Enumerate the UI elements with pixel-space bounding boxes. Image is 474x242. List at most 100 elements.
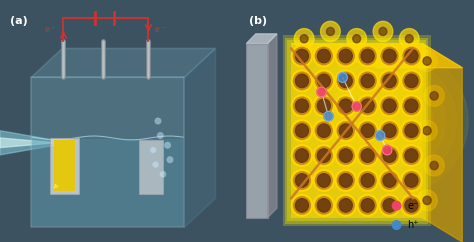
- Circle shape: [381, 147, 398, 164]
- Circle shape: [381, 172, 398, 189]
- Circle shape: [357, 120, 378, 142]
- Circle shape: [379, 95, 400, 117]
- Circle shape: [293, 72, 310, 90]
- Circle shape: [379, 120, 400, 142]
- Polygon shape: [267, 34, 277, 218]
- Circle shape: [379, 194, 400, 216]
- Circle shape: [403, 72, 420, 90]
- Circle shape: [315, 47, 332, 65]
- Circle shape: [337, 47, 354, 65]
- Circle shape: [405, 124, 418, 137]
- Circle shape: [383, 199, 396, 212]
- Circle shape: [324, 111, 333, 121]
- Circle shape: [337, 172, 354, 189]
- Circle shape: [339, 99, 352, 113]
- Circle shape: [352, 102, 361, 111]
- Circle shape: [337, 197, 354, 214]
- Circle shape: [295, 149, 309, 162]
- Circle shape: [295, 49, 309, 63]
- Polygon shape: [31, 48, 215, 77]
- Circle shape: [315, 97, 332, 115]
- Circle shape: [317, 199, 330, 212]
- Ellipse shape: [304, 54, 456, 188]
- Circle shape: [379, 70, 400, 92]
- Circle shape: [403, 172, 420, 189]
- Circle shape: [383, 145, 392, 155]
- Circle shape: [317, 49, 330, 63]
- Circle shape: [357, 95, 378, 117]
- Circle shape: [405, 149, 418, 162]
- Circle shape: [339, 199, 352, 212]
- Circle shape: [320, 21, 340, 42]
- Circle shape: [357, 170, 378, 191]
- Circle shape: [313, 170, 335, 191]
- Circle shape: [361, 149, 374, 162]
- Circle shape: [401, 120, 422, 142]
- Circle shape: [339, 74, 352, 88]
- Circle shape: [381, 72, 398, 90]
- Circle shape: [417, 120, 437, 141]
- Circle shape: [381, 97, 398, 115]
- Circle shape: [359, 97, 376, 115]
- Circle shape: [339, 49, 352, 63]
- Text: e⁻: e⁻: [407, 201, 418, 211]
- Circle shape: [423, 196, 431, 204]
- Circle shape: [430, 161, 438, 170]
- Circle shape: [337, 97, 354, 115]
- Bar: [287, 40, 426, 221]
- Circle shape: [339, 124, 352, 137]
- Text: h⁺: h⁺: [407, 220, 419, 230]
- Circle shape: [317, 87, 326, 97]
- Circle shape: [381, 122, 398, 139]
- Circle shape: [317, 174, 330, 187]
- Circle shape: [379, 27, 387, 36]
- Circle shape: [383, 149, 396, 162]
- Circle shape: [357, 70, 378, 92]
- Circle shape: [383, 74, 396, 88]
- Polygon shape: [0, 138, 55, 148]
- Circle shape: [359, 197, 376, 214]
- Circle shape: [313, 120, 335, 142]
- Circle shape: [381, 47, 398, 65]
- Circle shape: [405, 49, 418, 63]
- Circle shape: [293, 147, 310, 164]
- Circle shape: [424, 85, 444, 106]
- Circle shape: [295, 74, 309, 88]
- Circle shape: [401, 145, 422, 166]
- Circle shape: [423, 127, 431, 135]
- Text: $e^-$: $e^-$: [44, 25, 56, 35]
- Circle shape: [335, 170, 356, 191]
- Circle shape: [295, 199, 309, 212]
- Circle shape: [405, 199, 418, 212]
- Circle shape: [164, 142, 171, 148]
- Circle shape: [379, 145, 400, 166]
- Text: (a): (a): [9, 16, 27, 26]
- Circle shape: [157, 132, 164, 139]
- Circle shape: [292, 70, 312, 92]
- Circle shape: [401, 70, 422, 92]
- Circle shape: [401, 45, 422, 67]
- Circle shape: [361, 49, 374, 63]
- Circle shape: [359, 122, 376, 139]
- Circle shape: [293, 47, 310, 65]
- Circle shape: [357, 145, 378, 166]
- Circle shape: [375, 131, 385, 140]
- Circle shape: [293, 172, 310, 189]
- Ellipse shape: [339, 82, 421, 160]
- Circle shape: [361, 199, 374, 212]
- Circle shape: [313, 95, 335, 117]
- Circle shape: [392, 201, 401, 210]
- Text: b: b: [54, 184, 58, 189]
- Circle shape: [359, 72, 376, 90]
- Circle shape: [383, 124, 396, 137]
- Circle shape: [347, 29, 366, 49]
- Circle shape: [403, 122, 420, 139]
- Bar: [50, 138, 79, 194]
- Circle shape: [359, 172, 376, 189]
- Circle shape: [339, 149, 352, 162]
- Circle shape: [361, 174, 374, 187]
- Circle shape: [150, 147, 156, 153]
- Circle shape: [417, 51, 437, 71]
- Polygon shape: [422, 44, 462, 242]
- Circle shape: [335, 145, 356, 166]
